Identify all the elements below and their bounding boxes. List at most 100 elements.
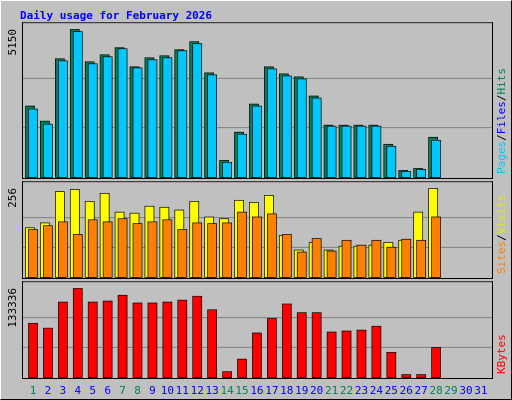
bar — [311, 312, 322, 378]
bar — [252, 332, 262, 378]
x-tick-label: 5 — [89, 384, 96, 397]
bar — [177, 299, 188, 378]
legend-entry: KBytes — [495, 334, 508, 374]
legend-entry: Sites — [495, 241, 508, 274]
bar — [281, 303, 292, 378]
bar — [43, 225, 53, 278]
bar — [28, 322, 38, 378]
bar — [311, 97, 322, 178]
bar — [431, 347, 441, 378]
x-tick-label: 1 — [30, 384, 37, 397]
x-tick-label: 22 — [340, 384, 353, 397]
bar — [162, 219, 173, 278]
bar — [132, 302, 143, 378]
bar — [222, 222, 232, 278]
bar — [162, 57, 173, 178]
bar — [401, 171, 412, 178]
bar — [341, 125, 352, 178]
bar — [281, 75, 292, 178]
bar — [386, 246, 397, 278]
x-tick-label: 2 — [45, 384, 52, 397]
bar — [43, 123, 53, 178]
bar — [356, 244, 367, 278]
x-tick-label: 4 — [74, 384, 81, 397]
bar — [207, 74, 218, 178]
x-tick-label: 29 — [444, 384, 457, 397]
bar — [58, 60, 68, 178]
bar — [431, 139, 441, 178]
legend-entry: / — [495, 95, 508, 102]
bar — [431, 216, 441, 278]
bar — [267, 318, 277, 378]
bar — [371, 239, 382, 278]
bar — [237, 133, 247, 178]
bar — [356, 125, 367, 178]
x-tick-label: 8 — [134, 384, 141, 397]
x-tick-label: 28 — [429, 384, 442, 397]
x-tick-label: 31 — [474, 384, 487, 397]
bar — [296, 78, 307, 178]
bar — [416, 239, 427, 278]
bar — [117, 218, 128, 278]
chart-title: Daily usage for February 2026 — [20, 9, 212, 22]
bar — [401, 374, 412, 378]
bar — [147, 221, 158, 278]
bar — [237, 358, 247, 378]
bar — [132, 223, 143, 278]
bar — [117, 48, 128, 178]
bar — [192, 295, 203, 378]
bar — [296, 312, 307, 378]
y-tick-label: 133336 — [6, 288, 19, 328]
bar — [72, 31, 83, 178]
bar — [416, 169, 427, 178]
x-tick-label: 25 — [385, 384, 398, 397]
x-tick-label: 19 — [295, 384, 308, 397]
bar — [72, 234, 83, 278]
legend-entry: Visits — [495, 195, 508, 235]
x-tick-label: 30 — [459, 384, 472, 397]
x-tick-label: 10 — [161, 384, 174, 397]
bar — [58, 301, 68, 378]
x-tick-label: 9 — [149, 384, 156, 397]
bar — [87, 219, 98, 278]
bar — [102, 56, 113, 178]
bar — [43, 327, 53, 378]
x-tick-label: 11 — [176, 384, 189, 397]
bar — [28, 229, 38, 278]
x-tick-label: 3 — [60, 384, 67, 397]
bar — [72, 288, 83, 378]
x-tick-label: 15 — [235, 384, 248, 397]
bar — [281, 234, 292, 278]
x-tick-label: 14 — [220, 384, 234, 397]
bar — [162, 301, 173, 378]
bar — [356, 329, 367, 378]
bar — [192, 222, 203, 278]
bar — [58, 221, 68, 278]
legend: KBytes — [495, 334, 508, 374]
bar — [401, 238, 412, 278]
legend-entry: / — [495, 234, 508, 241]
bar — [386, 145, 397, 178]
bar — [311, 238, 322, 278]
bar — [147, 59, 158, 178]
x-tick-label: 20 — [310, 384, 323, 397]
bar — [386, 351, 397, 378]
bar — [296, 251, 307, 278]
bar — [192, 43, 203, 178]
x-tick-label: 13 — [206, 384, 219, 397]
bar — [416, 374, 427, 378]
legend-entry: Hits — [495, 68, 508, 95]
bar — [341, 239, 352, 278]
legend-entry: Pages — [495, 141, 508, 174]
bar — [326, 250, 337, 278]
x-tick-label: 17 — [265, 384, 278, 397]
bar — [177, 50, 188, 178]
bar — [326, 125, 337, 178]
y-tick-label: 256 — [6, 188, 19, 208]
bar — [102, 221, 113, 278]
bar — [102, 300, 113, 378]
bar — [267, 213, 277, 278]
y-tick-label: 5150 — [6, 29, 19, 56]
